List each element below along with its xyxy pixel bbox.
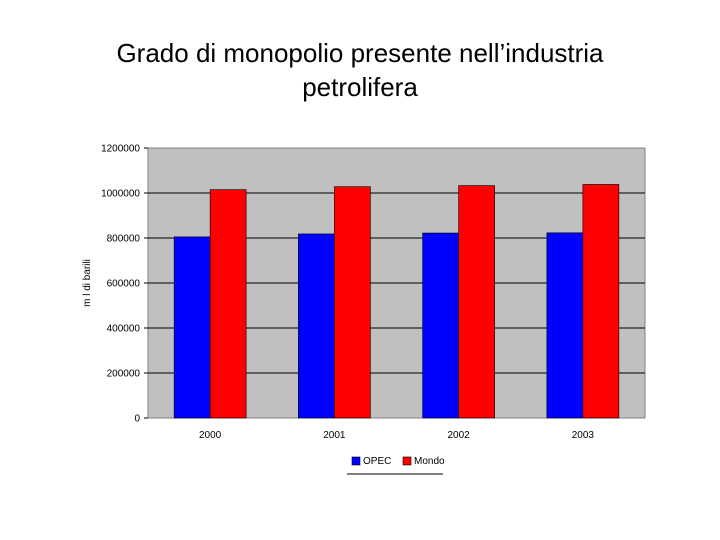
y-tick-label: 800000	[107, 234, 141, 245]
slide-title: Grado di monopolio presente nell’industr…	[0, 36, 720, 104]
legend-label-opec: OPEC	[363, 456, 391, 467]
bar-opec-2000	[173, 236, 211, 419]
legend: OPEC Mondo	[347, 456, 445, 475]
legend-swatch-opec	[351, 456, 361, 466]
title-line-2: petrolifera	[302, 72, 418, 102]
y-tick-label: 0	[134, 414, 140, 425]
x-tick-label: 2003	[572, 430, 595, 441]
x-tick-label: 2002	[448, 430, 471, 441]
legend-label-mondo: Mondo	[414, 456, 445, 467]
y-tick-label: 600000	[107, 279, 141, 290]
bar-mondo-2003	[582, 184, 620, 419]
bar-mondo-2001	[334, 186, 371, 419]
title-line-1: Grado di monopolio presente nell’industr…	[116, 38, 604, 68]
x-tick-label: 2001	[323, 430, 346, 441]
bar-mondo-2002	[458, 185, 495, 419]
bar-mondo-2000	[209, 189, 247, 419]
bars	[173, 184, 620, 419]
bar-opec-2003	[546, 232, 584, 419]
x-axis-ticks: 2000 2001 2002 2003	[199, 430, 594, 441]
y-axis-label: m l di barili	[82, 259, 93, 307]
y-tick-label: 1000000	[101, 189, 140, 200]
y-tick-label: 200000	[107, 369, 141, 380]
y-axis-ticks: 0 200000 400000 600000 800000 1000000 1200000	[101, 144, 148, 425]
y-tick-label: 400000	[107, 324, 141, 335]
bar-opec-2002	[422, 232, 459, 419]
y-tick-label: 1200000	[101, 144, 140, 155]
legend-swatch-mondo	[402, 456, 412, 466]
x-tick-label: 2000	[199, 430, 222, 441]
bar-opec-2001	[298, 233, 335, 419]
